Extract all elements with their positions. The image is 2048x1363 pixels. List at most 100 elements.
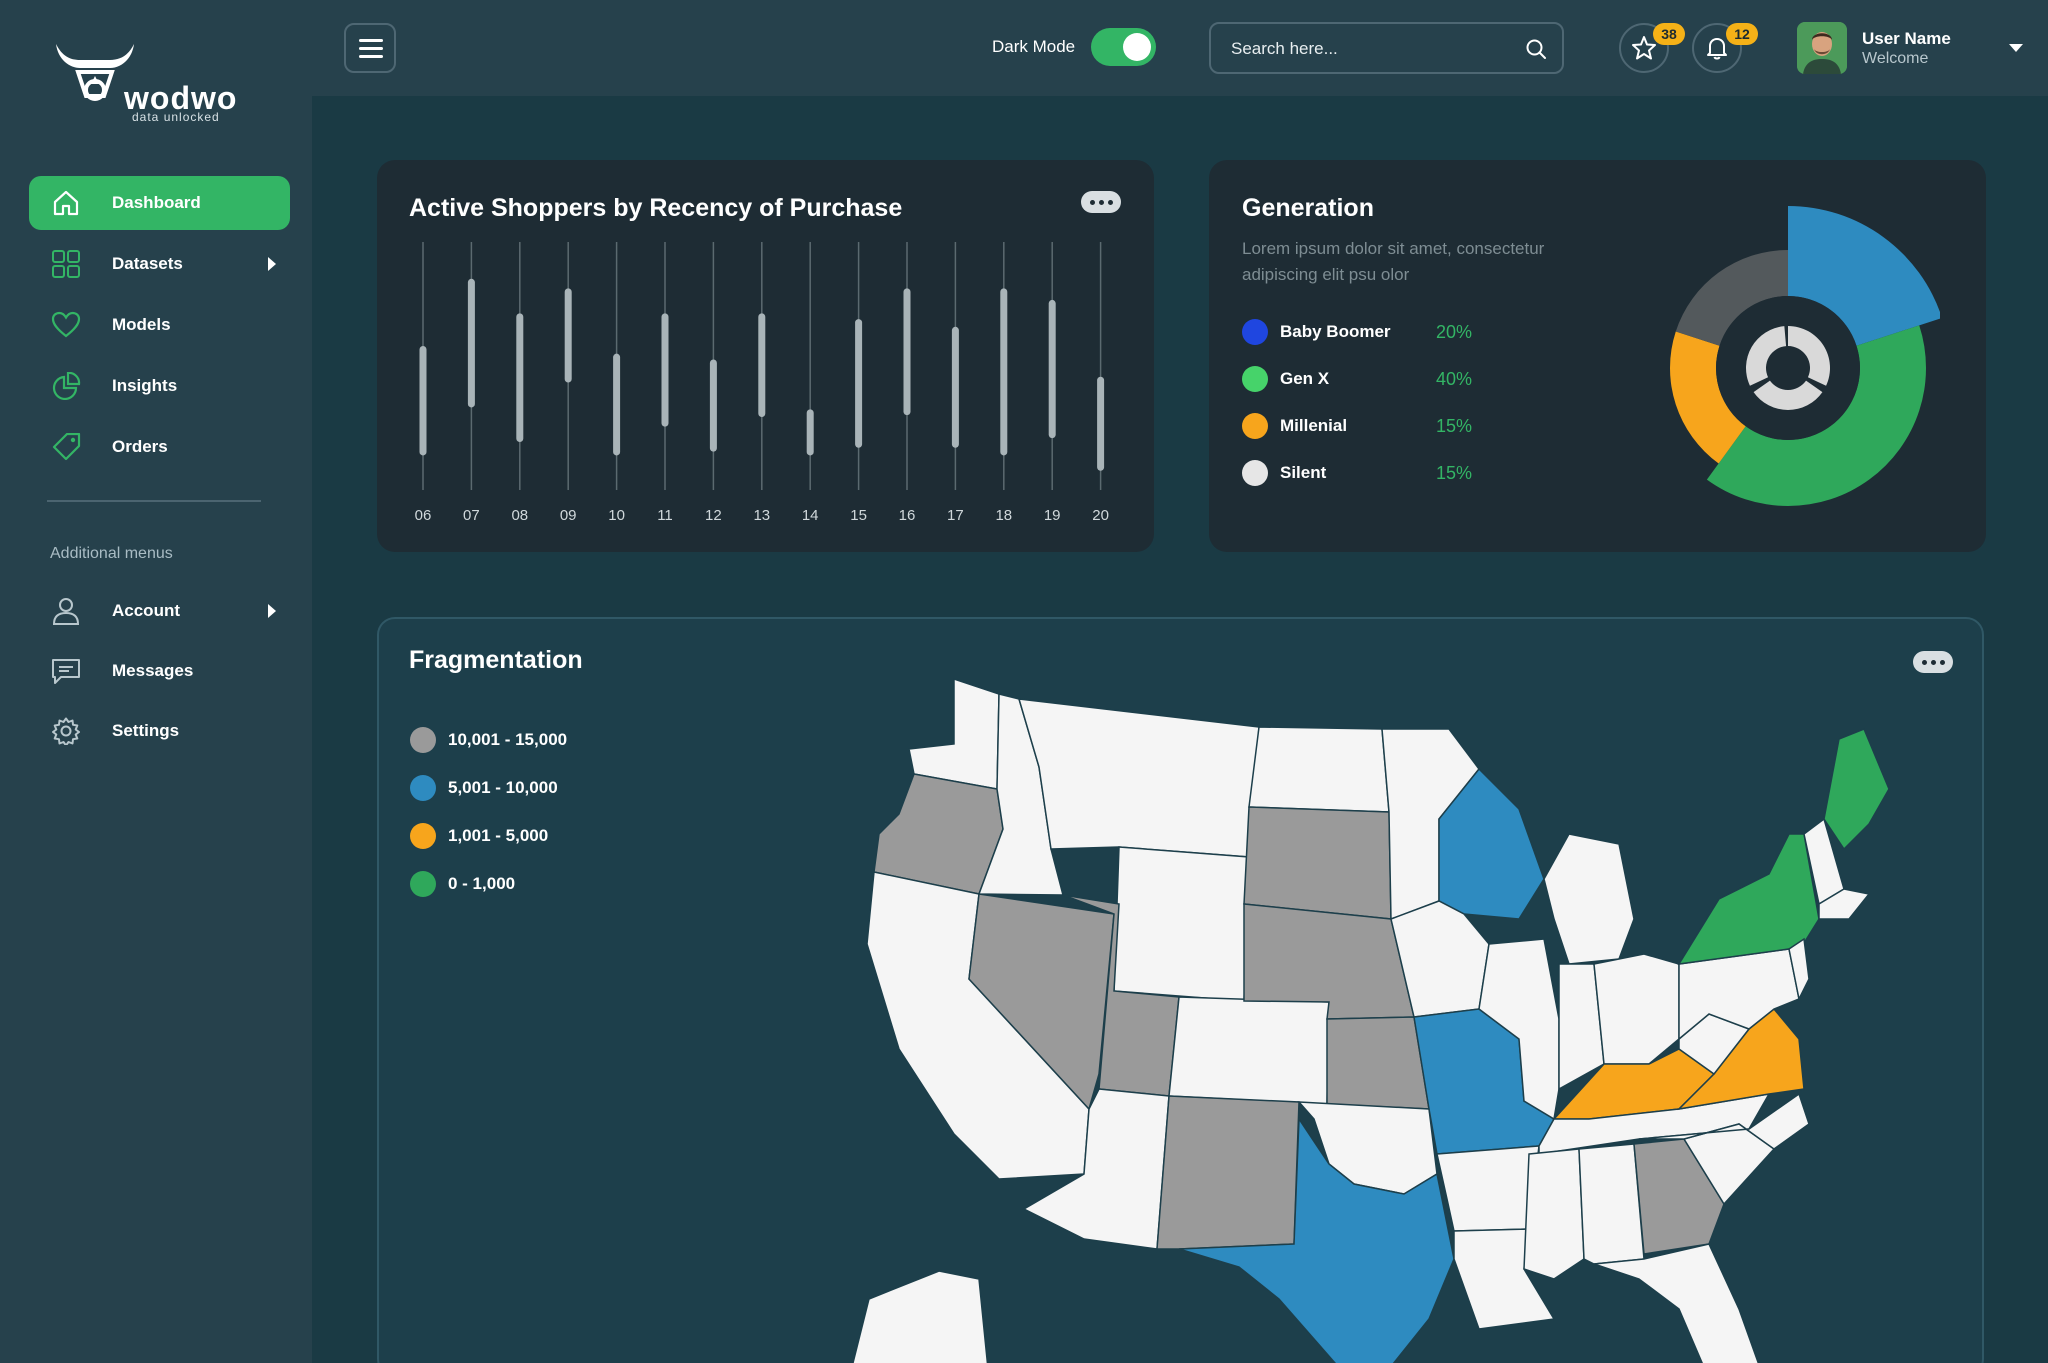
donut-segment-gray xyxy=(1675,250,1788,346)
brand-logo[interactable]: wodwo data unlocked xyxy=(50,38,250,128)
range-bar xyxy=(516,313,524,442)
chevron-down-icon[interactable] xyxy=(2009,44,2023,52)
more-options-button[interactable] xyxy=(1913,651,1953,673)
sidebar-item-label: Dashboard xyxy=(112,193,201,212)
state-ohio xyxy=(1593,953,1680,1065)
sidebar-item-models[interactable]: Models xyxy=(29,298,290,352)
sidebar-item-orders[interactable]: Orders xyxy=(29,420,290,474)
brand-tagline: data unlocked xyxy=(132,110,220,124)
state-nebraska xyxy=(1243,903,1415,1020)
sidebar-item-messages[interactable]: Messages xyxy=(29,644,290,698)
hamburger-menu-button[interactable] xyxy=(344,23,396,73)
sidebar-item-account[interactable]: Account xyxy=(29,584,290,638)
gear-icon xyxy=(52,717,80,745)
legend-label: 5,001 - 10,000 xyxy=(448,778,558,797)
menu-line xyxy=(359,55,383,58)
search-box xyxy=(1209,22,1564,74)
notifications-count-badge: 12 xyxy=(1726,23,1758,45)
legend-item: Millenial 15% xyxy=(1242,413,1472,439)
avatar[interactable] xyxy=(1797,22,1847,74)
legend-label: Millenial xyxy=(1280,416,1348,435)
state-washington xyxy=(908,677,1000,790)
sidebar-item-dashboard[interactable]: Dashboard xyxy=(29,176,290,230)
more-options-button[interactable] xyxy=(1081,191,1121,213)
state-north-dakota xyxy=(1248,726,1390,813)
chevron-right-icon xyxy=(268,604,276,618)
menu-line xyxy=(359,47,383,50)
tag-icon xyxy=(52,433,81,461)
fragmentation-card: Fragmentation 10,001 - 15,000 5,001 - 10,… xyxy=(377,617,1984,1363)
dark-mode-toggle[interactable] xyxy=(1091,28,1156,66)
legend-label: Gen X xyxy=(1280,369,1330,388)
legend-dot xyxy=(410,871,436,897)
legend-label: Silent xyxy=(1280,463,1327,482)
x-tick-label: 15 xyxy=(850,507,867,524)
chevron-right-icon xyxy=(268,257,276,271)
state-nevada xyxy=(968,893,1115,1111)
home-icon xyxy=(53,190,79,216)
state-alabama xyxy=(1578,1143,1645,1265)
sidebar-item-label: Settings xyxy=(112,721,180,740)
donut-inner-segment xyxy=(1788,326,1830,386)
us-choropleth-map xyxy=(852,677,1890,1363)
favorites-button[interactable]: 38 xyxy=(1619,23,1685,73)
state-alaska xyxy=(852,1270,989,1363)
x-tick-label: 09 xyxy=(560,507,577,524)
range-bar xyxy=(903,288,911,416)
x-tick-label: 07 xyxy=(463,507,480,524)
x-tick-label: 14 xyxy=(802,507,819,524)
additional-menus-heading: Additional menus xyxy=(50,545,173,562)
grid-icon xyxy=(52,250,80,278)
x-tick-label: 06 xyxy=(415,507,432,524)
state-indiana xyxy=(1558,963,1605,1091)
sidebar-item-label: Insights xyxy=(112,376,178,395)
x-tick-label: 12 xyxy=(705,507,722,524)
sidebar-item-datasets[interactable]: Datasets xyxy=(29,237,290,291)
legend-percent: 20% xyxy=(1436,321,1473,342)
legend-dot xyxy=(1242,319,1268,345)
donut-segment-orange xyxy=(1670,331,1746,464)
sidebar-item-settings[interactable]: Settings xyxy=(29,704,290,758)
x-tick-label: 20 xyxy=(1092,507,1109,524)
search-input[interactable] xyxy=(1231,37,1511,61)
toggle-knob xyxy=(1123,33,1151,61)
state-arkansas xyxy=(1436,1145,1540,1232)
x-tick-label: 17 xyxy=(947,507,964,524)
notifications-button[interactable]: 12 xyxy=(1692,23,1758,73)
donut-segment-blue xyxy=(1788,206,1940,346)
brand-name: wodwo xyxy=(124,80,238,116)
x-tick-label: 10 xyxy=(608,507,625,524)
sidebar-item-label: Messages xyxy=(112,661,194,680)
sidebar-item-insights[interactable]: Insights xyxy=(29,359,290,413)
additional-nav: Account Messages Settings xyxy=(29,584,290,764)
range-bar xyxy=(855,319,863,448)
state-maine xyxy=(1823,728,1890,851)
sidebar-item-label: Account xyxy=(112,601,180,620)
legend-dot xyxy=(410,727,436,753)
legend-item: 10,001 - 15,000 xyxy=(410,727,567,753)
state-montana xyxy=(1017,698,1260,858)
x-tick-label: 13 xyxy=(753,507,770,524)
sidebar-divider xyxy=(47,500,261,502)
active-shoppers-card: Active Shoppers by Recency of Purchase 0… xyxy=(377,160,1154,552)
user-icon xyxy=(52,598,80,625)
bell-icon xyxy=(1707,38,1727,60)
main-nav: Dashboard Datasets Models Insights Order… xyxy=(29,176,290,481)
state-colorado xyxy=(1168,996,1330,1105)
top-bar xyxy=(312,0,2048,96)
range-bar xyxy=(709,359,717,452)
legend-percent: 15% xyxy=(1436,462,1473,483)
chart-title: Fragmentation xyxy=(409,646,583,674)
legend-dot xyxy=(1242,413,1268,439)
range-bar xyxy=(1000,288,1008,456)
star-icon xyxy=(1632,36,1656,60)
range-bar xyxy=(467,278,475,408)
legend-item: 0 - 1,000 xyxy=(410,871,515,897)
legend-percent: 15% xyxy=(1436,415,1473,436)
sidebar-item-label: Models xyxy=(112,315,171,334)
legend-item: Gen X 40% xyxy=(1242,366,1472,392)
user-name: User Name xyxy=(1862,29,1951,48)
menu-line xyxy=(359,39,383,42)
legend-percent: 40% xyxy=(1436,368,1473,389)
search-icon[interactable] xyxy=(1524,37,1548,61)
